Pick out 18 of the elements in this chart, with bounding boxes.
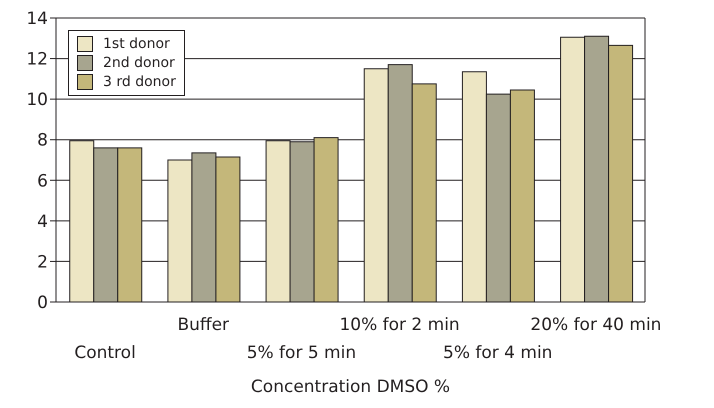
y-tick-label: 0 <box>37 293 48 314</box>
x-tick-label: 5% for 4 min <box>443 343 552 363</box>
y-tick-label: 12 <box>26 50 48 70</box>
legend-label: 1st donor <box>103 36 170 52</box>
y-tick-label: 8 <box>37 130 48 151</box>
y-tick-label: 2 <box>37 252 48 272</box>
legend-label: 2nd donor <box>103 55 175 71</box>
x-tick-label: 10% for 2 min <box>339 315 460 335</box>
x-tick-label: Buffer <box>177 315 230 335</box>
x-tick-label: Control <box>74 343 136 363</box>
y-tick-label: 10 <box>26 90 48 110</box>
y-tick-label: 4 <box>37 212 48 232</box>
x-tick-label: 5% for 5 min <box>246 343 356 363</box>
y-tick-label: 14 <box>26 9 48 30</box>
y-tick-label: 6 <box>37 171 48 192</box>
x-tick-label: 20% for 40 min <box>530 315 662 335</box>
x-axis-title: Concentration DMSO % <box>250 377 450 397</box>
legend-label: 3 rd donor <box>103 74 176 90</box>
